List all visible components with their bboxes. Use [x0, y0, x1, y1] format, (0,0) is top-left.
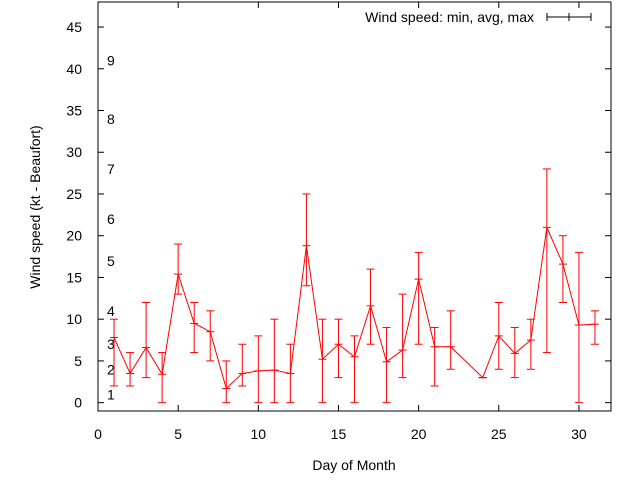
y-tick-label: 0 — [74, 395, 82, 411]
x-axis-label: Day of Month — [312, 457, 395, 473]
x-tick-label: 20 — [411, 426, 427, 442]
x-tick-label: 30 — [571, 426, 587, 442]
beaufort-label: 2 — [107, 361, 115, 377]
y-tick-label: 20 — [66, 228, 82, 244]
y-tick-label: 25 — [66, 186, 82, 202]
beaufort-label: 1 — [107, 386, 115, 402]
y-tick-label: 35 — [66, 103, 82, 119]
beaufort-label: 4 — [107, 303, 115, 319]
beaufort-label: 8 — [107, 111, 115, 127]
x-tick-label: 10 — [251, 426, 267, 442]
x-tick-label: 25 — [491, 426, 507, 442]
legend-errorbar-sample — [546, 13, 592, 21]
y-tick-label: 5 — [74, 353, 82, 369]
x-tick-label: 15 — [331, 426, 347, 442]
beaufort-label: 5 — [107, 253, 115, 269]
avg-line — [113, 225, 595, 390]
y-tick-label: 30 — [66, 144, 82, 160]
beaufort-label: 7 — [107, 161, 115, 177]
beaufort-label: 6 — [107, 211, 115, 227]
y-tick-label: 10 — [66, 311, 82, 327]
beaufort-label: 3 — [107, 336, 115, 352]
plot-border — [97, 1, 612, 412]
legend: Wind speed: min, avg, max — [365, 9, 592, 25]
x-tick-label: 5 — [174, 426, 182, 442]
x-tick-label: 0 — [94, 426, 102, 442]
legend-label: Wind speed: min, avg, max — [365, 9, 534, 25]
beaufort-label: 9 — [107, 52, 115, 68]
y-tick-label: 40 — [66, 61, 82, 77]
y-tick-label: 15 — [66, 269, 82, 285]
y-tick-label: 45 — [66, 19, 82, 35]
y-axis-label: Wind speed (kt - Beaufort) — [27, 125, 43, 288]
